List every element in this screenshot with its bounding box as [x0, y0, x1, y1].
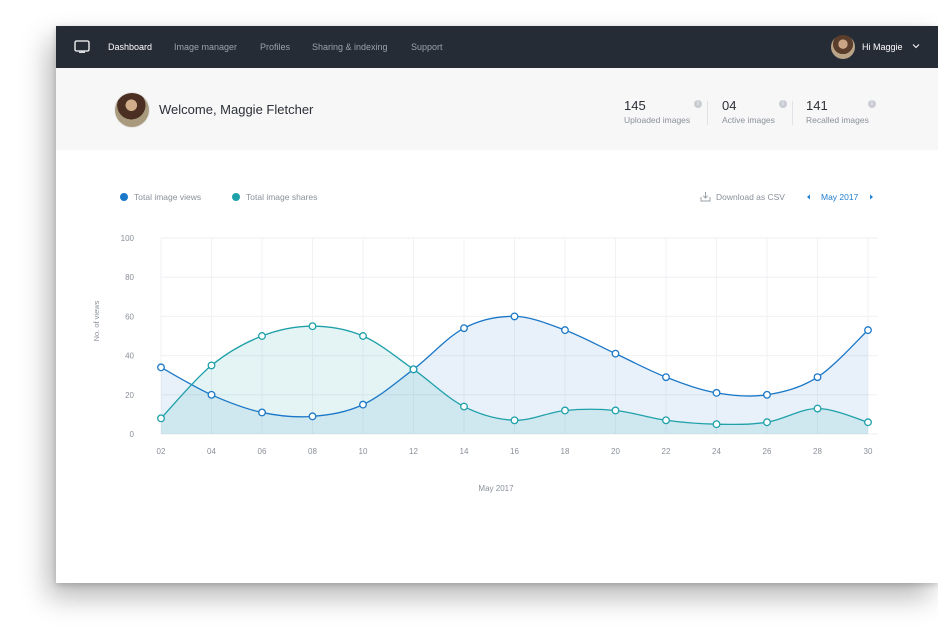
x-tick-label: 14: [460, 447, 469, 456]
data-point[interactable]: [611, 406, 620, 415]
user-greeting: Hi Maggie: [862, 42, 903, 52]
legend-dot: [232, 193, 240, 201]
stat-divider: [707, 101, 708, 125]
legend-dot: [120, 193, 128, 201]
x-tick-label: 06: [258, 447, 267, 456]
x-tick-label: 12: [409, 447, 418, 456]
profile-avatar[interactable]: [115, 93, 149, 127]
info-icon[interactable]: i: [868, 100, 876, 108]
stat-value: 145: [624, 98, 646, 113]
stat-label: Recalled images: [806, 115, 869, 125]
nav-dashboard[interactable]: Dashboard: [108, 42, 153, 52]
data-point[interactable]: [813, 373, 822, 382]
download-label: Download as CSV: [716, 192, 785, 202]
data-point[interactable]: [359, 332, 367, 340]
data-point[interactable]: [157, 414, 165, 423]
stat-label: Uploaded images: [624, 115, 691, 125]
x-tick-label: 28: [813, 447, 822, 456]
y-tick-label: 40: [125, 352, 134, 361]
data-point[interactable]: [359, 400, 367, 409]
welcome-message: Welcome, Maggie Fletcher: [159, 102, 314, 117]
data-point[interactable]: [308, 322, 317, 331]
app-window: Dashboard Image manager Profiles Sharing…: [56, 26, 938, 583]
x-tick-label: 30: [864, 447, 873, 456]
x-tick-label: 18: [561, 447, 570, 456]
data-point[interactable]: [510, 312, 519, 321]
screen-logo-icon[interactable]: [74, 40, 90, 53]
data-point[interactable]: [763, 418, 771, 427]
y-axis-label: No. of views: [92, 300, 101, 341]
data-point[interactable]: [813, 404, 822, 413]
data-point[interactable]: [763, 390, 771, 399]
nav-image-manager[interactable]: Image manager: [174, 42, 238, 52]
data-point[interactable]: [662, 373, 670, 382]
top-navigation-bar: Dashboard Image manager Profiles Sharing…: [56, 26, 938, 68]
x-tick-label: 08: [308, 447, 317, 456]
x-tick-label: 26: [763, 447, 772, 456]
x-axis-label: May 2017: [478, 484, 514, 493]
data-point[interactable]: [258, 332, 266, 340]
views-shares-chart: 0 20 40 60 80 100 02 04 06 08 10 12 14 16 18 20 22 24 26 28…: [92, 234, 878, 493]
data-point[interactable]: [561, 326, 569, 335]
data-point[interactable]: [460, 402, 468, 411]
data-point[interactable]: [157, 363, 165, 372]
x-tick-label: 02: [157, 447, 166, 456]
chevron-right-icon[interactable]: [869, 194, 874, 200]
x-tick-label: 24: [712, 447, 721, 456]
y-tick-label: 100: [121, 234, 135, 243]
nav-profiles[interactable]: Profiles: [260, 42, 291, 52]
data-point[interactable]: [207, 361, 216, 370]
data-point[interactable]: [561, 406, 569, 415]
stat-value: 141: [806, 98, 828, 113]
chevron-down-icon: [912, 44, 920, 49]
info-icon[interactable]: i: [779, 100, 787, 108]
data-point[interactable]: [712, 420, 721, 429]
x-tick-label: 10: [359, 447, 368, 456]
x-tick-label: 16: [510, 447, 519, 456]
data-point[interactable]: [460, 324, 468, 333]
nav-sharing-indexing[interactable]: Sharing & indexing: [312, 42, 388, 52]
x-tick-label: 20: [611, 447, 620, 456]
nav-support[interactable]: Support: [411, 42, 443, 52]
y-tick-label: 0: [130, 430, 135, 439]
user-avatar: [831, 35, 855, 59]
data-point[interactable]: [611, 349, 620, 358]
y-tick-label: 60: [125, 312, 134, 321]
data-point[interactable]: [712, 388, 721, 397]
data-point[interactable]: [308, 412, 317, 421]
data-point[interactable]: [864, 326, 872, 335]
welcome-header: Welcome, Maggie Fletcher 145 Uploaded im…: [56, 68, 938, 150]
stat-value: 04: [722, 98, 737, 113]
data-point[interactable]: [510, 416, 519, 425]
legend-label: Total image shares: [246, 192, 318, 202]
stat-divider: [792, 101, 793, 125]
data-point[interactable]: [864, 418, 872, 427]
x-tick-label: 04: [207, 447, 216, 456]
x-tick-label: 22: [662, 447, 671, 456]
chevron-left-icon[interactable]: [806, 194, 811, 200]
y-tick-label: 20: [125, 391, 134, 400]
download-icon: [700, 192, 711, 202]
data-point[interactable]: [409, 365, 418, 374]
month-label: May 2017: [821, 192, 859, 202]
y-tick-label: 80: [125, 273, 134, 282]
data-point[interactable]: [258, 408, 266, 417]
series-area: [161, 326, 868, 434]
data-point[interactable]: [207, 390, 216, 399]
info-icon[interactable]: i: [694, 100, 702, 108]
data-point[interactable]: [662, 416, 670, 425]
legend-label: Total image views: [134, 192, 202, 202]
series-area: [161, 316, 868, 434]
stat-label: Active images: [722, 115, 775, 125]
